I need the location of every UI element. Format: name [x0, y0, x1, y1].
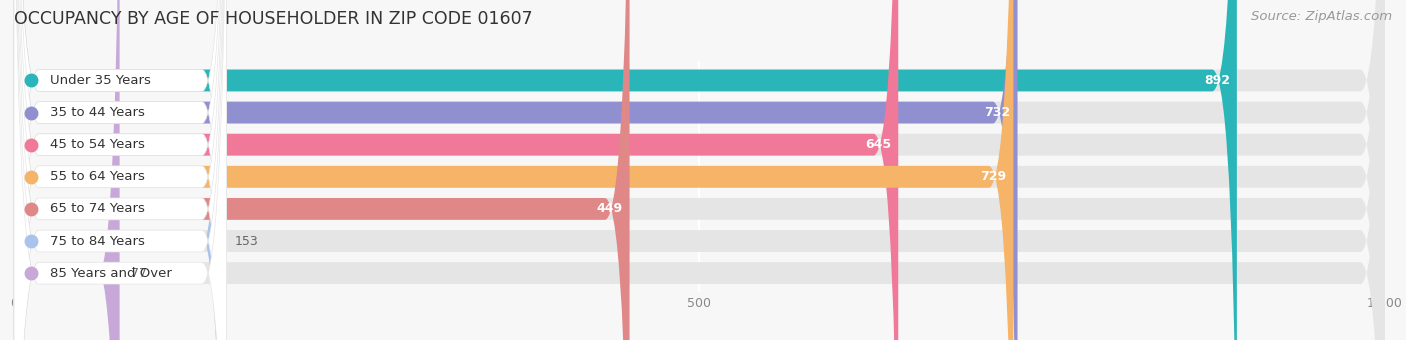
FancyBboxPatch shape: [14, 0, 898, 340]
Text: 732: 732: [984, 106, 1011, 119]
Text: 55 to 64 Years: 55 to 64 Years: [49, 170, 145, 183]
Text: 35 to 44 Years: 35 to 44 Years: [49, 106, 145, 119]
FancyBboxPatch shape: [14, 0, 630, 340]
FancyBboxPatch shape: [14, 0, 1385, 340]
FancyBboxPatch shape: [14, 0, 1385, 340]
Text: 45 to 54 Years: 45 to 54 Years: [49, 138, 145, 151]
FancyBboxPatch shape: [14, 0, 1237, 340]
FancyBboxPatch shape: [14, 0, 226, 340]
FancyBboxPatch shape: [14, 0, 226, 340]
FancyBboxPatch shape: [14, 0, 1018, 340]
FancyBboxPatch shape: [14, 0, 224, 340]
Text: Source: ZipAtlas.com: Source: ZipAtlas.com: [1251, 10, 1392, 23]
FancyBboxPatch shape: [14, 0, 226, 340]
FancyBboxPatch shape: [14, 0, 226, 340]
Text: OCCUPANCY BY AGE OF HOUSEHOLDER IN ZIP CODE 01607: OCCUPANCY BY AGE OF HOUSEHOLDER IN ZIP C…: [14, 10, 533, 28]
FancyBboxPatch shape: [14, 0, 226, 340]
FancyBboxPatch shape: [14, 0, 1385, 340]
FancyBboxPatch shape: [14, 0, 226, 340]
Text: 645: 645: [865, 138, 891, 151]
FancyBboxPatch shape: [14, 0, 1385, 340]
Text: Under 35 Years: Under 35 Years: [49, 74, 150, 87]
FancyBboxPatch shape: [14, 0, 120, 340]
Text: 449: 449: [596, 202, 623, 216]
FancyBboxPatch shape: [14, 0, 1014, 340]
Text: 75 to 84 Years: 75 to 84 Years: [49, 235, 145, 248]
Text: 77: 77: [131, 267, 146, 279]
FancyBboxPatch shape: [14, 0, 1385, 340]
Text: 729: 729: [980, 170, 1007, 183]
Text: 85 Years and Over: 85 Years and Over: [49, 267, 172, 279]
FancyBboxPatch shape: [14, 0, 226, 340]
Text: 892: 892: [1204, 74, 1230, 87]
FancyBboxPatch shape: [14, 0, 1385, 340]
Text: 153: 153: [235, 235, 259, 248]
Text: 65 to 74 Years: 65 to 74 Years: [49, 202, 145, 216]
FancyBboxPatch shape: [14, 0, 1385, 340]
